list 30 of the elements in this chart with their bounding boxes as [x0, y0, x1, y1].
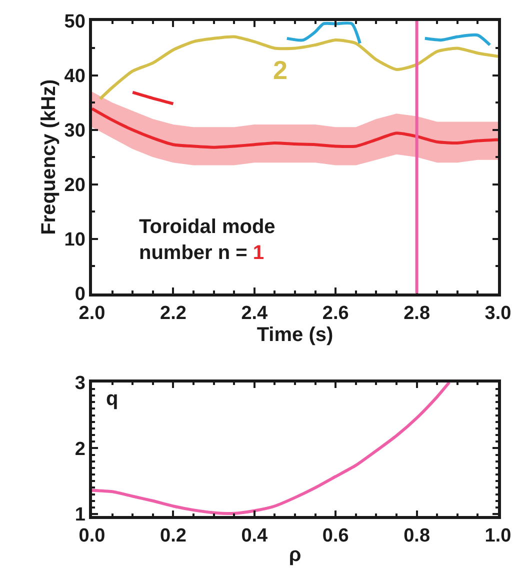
y-tick-label: 30 — [64, 120, 86, 142]
x-tick-label: 0.8 — [404, 526, 430, 547]
annotation: q — [106, 388, 118, 410]
y-tick-label: 50 — [64, 12, 86, 33]
y-tick-label: 3 — [74, 373, 86, 394]
y-tick-label: 0 — [74, 284, 86, 305]
x-tick-label: 0.2 — [160, 526, 186, 547]
x-tick-label: 1.0 — [484, 526, 512, 547]
x-tick-label: 0.4 — [241, 526, 268, 547]
y-tick-label: 1 — [74, 504, 86, 526]
x-axis-title: Time (s) — [256, 324, 334, 346]
annotation: Toroidal mode number n = 1 — [139, 216, 276, 264]
line-series — [92, 107, 498, 149]
y-tick-label: 10 — [64, 229, 86, 250]
y-tick-label: 40 — [64, 66, 86, 88]
x-tick-label: 2.4 — [241, 302, 268, 324]
x-tick-label: 0.6 — [322, 526, 349, 547]
line-series — [98, 35, 498, 100]
line-series — [92, 382, 451, 515]
x-axis-title: ρ — [288, 544, 302, 566]
y-axis-title: Frequency (kHz) — [38, 79, 60, 235]
x-tick-label: 2.2 — [160, 302, 186, 324]
annotation: 2 — [273, 55, 288, 85]
x-tick-label: 2.0 — [78, 302, 106, 324]
x-tick-label: 2.6 — [322, 302, 349, 324]
y-tick-label: 20 — [64, 175, 86, 196]
x-tick-label: 2.8 — [404, 302, 430, 324]
y-tick-label: 2 — [74, 438, 86, 460]
x-tick-label: 0.0 — [78, 526, 106, 547]
x-tick-label: 3.0 — [484, 302, 512, 324]
